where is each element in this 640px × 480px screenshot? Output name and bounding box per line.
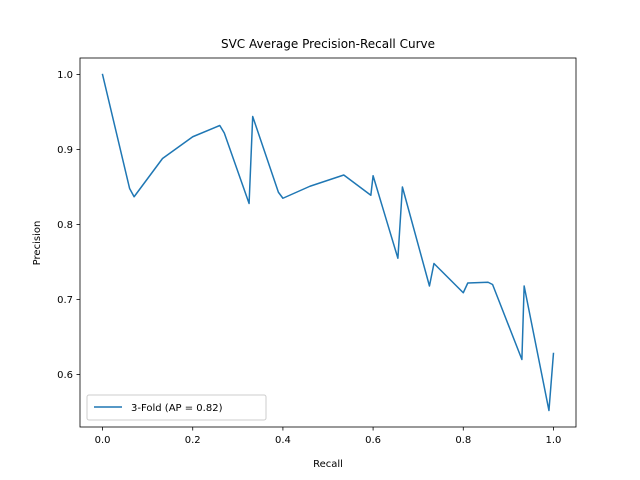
data-point — [524, 286, 525, 287]
y-tick-label: 0.9 — [57, 145, 73, 156]
x-tick-label: 0.0 — [95, 435, 111, 446]
data-point — [433, 263, 434, 264]
legend: 3-Fold (AP = 0.82) — [86, 394, 267, 421]
data-point — [162, 158, 163, 159]
x-axis-label: Recall — [313, 459, 343, 470]
y-axis-label: Precision — [32, 221, 43, 266]
data-point — [278, 192, 279, 193]
x-tick-label: 0.8 — [455, 435, 471, 446]
y-tick-label: 1.0 — [57, 70, 73, 81]
data-point — [402, 187, 403, 188]
data-point — [373, 175, 374, 176]
y-tick-label: 0.8 — [57, 220, 73, 231]
data-point — [134, 196, 135, 197]
y-tick-label: 0.6 — [57, 370, 73, 381]
data-point — [219, 125, 220, 126]
legend-frame — [86, 394, 267, 421]
data-point — [492, 284, 493, 285]
data-point — [282, 198, 283, 199]
series-line — [101, 73, 555, 412]
x-tick-label: 0.4 — [275, 435, 291, 446]
data-point — [488, 282, 489, 283]
series-layer — [101, 73, 555, 412]
data-point — [553, 353, 554, 354]
data-point — [463, 292, 464, 293]
data-point — [224, 133, 225, 134]
x-tick-label: 1.0 — [546, 435, 562, 446]
data-point — [192, 136, 193, 137]
data-point — [370, 195, 371, 196]
x-tick-label: 0.6 — [365, 435, 381, 446]
data-point — [102, 74, 103, 75]
plot-area — [80, 58, 576, 427]
data-point — [309, 186, 310, 187]
data-point — [252, 116, 253, 117]
data-point — [548, 410, 549, 411]
data-point — [429, 286, 430, 287]
chart-title: SVC Average Precision-Recall Curve — [221, 37, 435, 51]
data-point — [339, 176, 340, 177]
data-point — [249, 203, 250, 204]
ticks-layer: 0.0 0.2 0.4 0.6 0.8 1.0 0.6 0.7 0.8 0.9 1.0 — [57, 70, 561, 446]
data-point — [521, 359, 522, 360]
y-tick-label: 0.7 — [57, 295, 73, 306]
x-tick-label: 0.2 — [185, 435, 201, 446]
data-point — [397, 258, 398, 259]
data-point — [129, 188, 130, 189]
data-point — [343, 175, 344, 176]
plot-frame — [79, 57, 577, 428]
legend-label: 3-Fold (AP = 0.82) — [131, 403, 223, 414]
data-point — [467, 283, 468, 284]
